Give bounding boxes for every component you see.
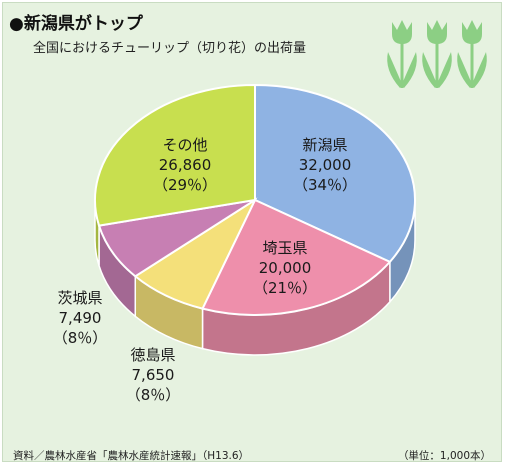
tulip-icon	[387, 20, 417, 88]
label-tokushima-value: 7,650	[132, 366, 175, 384]
label-niigata-name: 新潟県	[302, 136, 347, 154]
label-ibaraki-value: 7,490	[59, 309, 102, 327]
label-tokushima-name: 徳島県	[130, 346, 175, 364]
label-saitama-value: 20,000	[259, 259, 312, 277]
label-niigata-percent: （34％）	[293, 176, 357, 194]
tulip-decoration	[387, 20, 487, 88]
pie-slices	[94, 83, 416, 316]
label-ibaraki-name: 茨城県	[57, 289, 102, 307]
label-niigata-value: 32,000	[299, 156, 352, 174]
source-note: 資料／農林水産省「農林水産統計速報」（H13.6）	[13, 450, 250, 462]
label-saitama-name: 埼玉県	[262, 239, 307, 257]
tulip-icon	[457, 20, 487, 88]
pie-slice-other	[94, 83, 256, 227]
pie-slice-saitama	[201, 198, 392, 316]
label-saitama-percent: （21％）	[253, 279, 317, 297]
chart-subtitle: 全国におけるチューリップ（切り花）の出荷量	[33, 41, 307, 56]
unit-note: （単位：1,000本）	[397, 450, 491, 462]
tulip-icon	[422, 20, 452, 88]
label-other-percent: （29％）	[153, 176, 217, 194]
pie-labels: 新潟県 32,000 （34％） 埼玉県 20,000 （21％） 徳島県 7,650 （8％）…	[53, 136, 357, 404]
label-other-value: 26,860	[159, 156, 212, 174]
label-other-name: その他	[162, 136, 207, 154]
label-ibaraki-percent: （8％）	[53, 329, 108, 347]
label-tokushima-percent: （8％）	[126, 386, 181, 404]
page-title: ●新潟県がトップ	[9, 14, 143, 34]
